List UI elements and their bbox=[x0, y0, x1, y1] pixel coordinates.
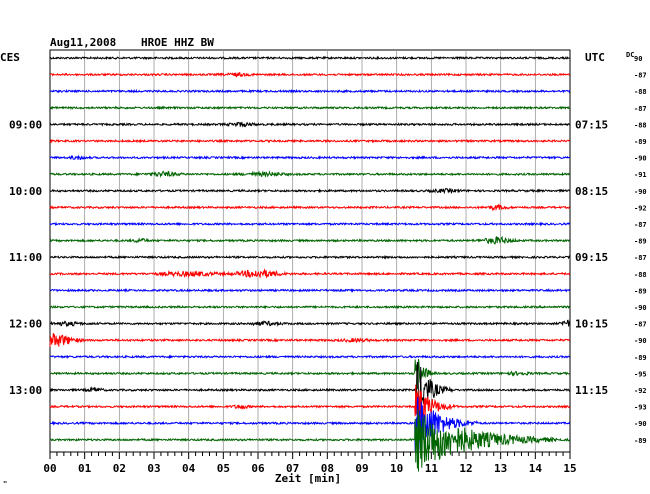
x-tick-label: 04 bbox=[182, 462, 196, 475]
trace-row-7 bbox=[49, 170, 570, 178]
right-row-value: -90 bbox=[634, 420, 647, 428]
right-row-value: -87 bbox=[634, 72, 647, 80]
left-time-label: 13:00 bbox=[9, 384, 42, 397]
right-row-value: -88 bbox=[634, 121, 647, 129]
right-row-value: -95 bbox=[634, 370, 647, 378]
trace-row-12 bbox=[49, 254, 571, 260]
trace-row-23 bbox=[49, 409, 571, 472]
x-tick-label: 06 bbox=[251, 462, 265, 475]
left-time-label: 10:00 bbox=[9, 185, 42, 198]
right-row-value: -89 bbox=[634, 238, 647, 246]
right-row-value: -90 bbox=[634, 337, 647, 345]
right-row-value: -87 bbox=[634, 105, 647, 113]
right-row-value: -89 bbox=[634, 354, 647, 362]
right-row-value: -93 bbox=[634, 404, 647, 412]
x-tick-label: 08 bbox=[321, 462, 334, 475]
trace-row-20 bbox=[49, 361, 571, 409]
x-tick-label: 05 bbox=[217, 462, 230, 475]
x-tick-label: 13 bbox=[494, 462, 507, 475]
trace-row-4 bbox=[49, 121, 570, 128]
trace-row-19 bbox=[49, 358, 570, 390]
right-time-label: 07:15 bbox=[575, 118, 608, 131]
x-tick-label: 10 bbox=[390, 462, 403, 475]
trace-row-15 bbox=[49, 304, 570, 310]
trace-row-13 bbox=[49, 267, 571, 279]
trace-row-9 bbox=[49, 203, 571, 212]
chart-station: HROE HHZ BW bbox=[141, 36, 214, 49]
right-dc-label: DC bbox=[626, 51, 634, 59]
right-row-value: -90 bbox=[634, 304, 647, 312]
x-tick-label: 07 bbox=[286, 462, 299, 475]
x-tick-label: 09 bbox=[355, 462, 368, 475]
right-row-value: -88 bbox=[634, 88, 647, 96]
trace-row-1 bbox=[49, 71, 571, 78]
x-tick-label: 14 bbox=[529, 462, 543, 475]
right-row-value: -89 bbox=[634, 287, 647, 295]
x-tick-label: 01 bbox=[78, 462, 92, 475]
right-row-value: -91 bbox=[634, 171, 647, 179]
trace-row-8 bbox=[50, 187, 571, 195]
left-timezone-label: CES bbox=[0, 51, 20, 64]
right-time-label: 08:15 bbox=[575, 185, 608, 198]
footer-mark: " bbox=[3, 480, 7, 488]
x-axis-label: Zeit [min] bbox=[275, 472, 341, 485]
right-row-value: -90 bbox=[634, 155, 647, 163]
right-row-value: -87 bbox=[634, 254, 647, 262]
left-time-label: 11:00 bbox=[9, 251, 42, 264]
right-time-label: 09:15 bbox=[575, 251, 608, 264]
x-tick-label: 15 bbox=[563, 462, 576, 475]
right-row-value: -89 bbox=[634, 437, 647, 445]
right-row-value: -87 bbox=[634, 221, 647, 229]
trace-row-6 bbox=[49, 154, 570, 161]
trace-row-21 bbox=[49, 384, 571, 424]
right-row-value: 90 bbox=[634, 55, 642, 63]
trace-row-16 bbox=[49, 319, 571, 328]
right-row-value: -89 bbox=[634, 138, 647, 146]
right-timezone-label: UTC bbox=[585, 51, 605, 64]
trace-row-5 bbox=[49, 138, 571, 144]
x-tick-label: 12 bbox=[459, 462, 472, 475]
right-time-label: 11:15 bbox=[575, 384, 608, 397]
x-tick-label: 11 bbox=[425, 462, 439, 475]
right-time-label: 10:15 bbox=[575, 318, 608, 331]
trace-row-14 bbox=[49, 287, 571, 293]
right-row-value: -88 bbox=[634, 271, 647, 279]
right-row-value: -92 bbox=[634, 387, 647, 395]
trace-row-10 bbox=[49, 221, 571, 227]
trace-row-3 bbox=[49, 105, 570, 111]
trace-row-0 bbox=[49, 55, 571, 61]
trace-row-11 bbox=[49, 236, 571, 245]
left-time-label: 09:00 bbox=[9, 118, 42, 131]
right-row-value: -90 bbox=[634, 188, 647, 196]
trace-row-22 bbox=[49, 396, 571, 452]
x-tick-label: 00 bbox=[43, 462, 56, 475]
right-row-value: -87 bbox=[634, 321, 647, 329]
chart-date: Aug11,2008 bbox=[50, 36, 116, 49]
left-time-label: 12:00 bbox=[9, 318, 42, 331]
trace-row-18 bbox=[49, 354, 570, 360]
trace-row-2 bbox=[49, 88, 571, 94]
right-row-value: -92 bbox=[634, 204, 647, 212]
plot-frame bbox=[49, 49, 571, 453]
trace-row-17 bbox=[49, 333, 571, 347]
x-tick-label: 02 bbox=[113, 462, 126, 475]
x-tick-label: 03 bbox=[147, 462, 160, 475]
